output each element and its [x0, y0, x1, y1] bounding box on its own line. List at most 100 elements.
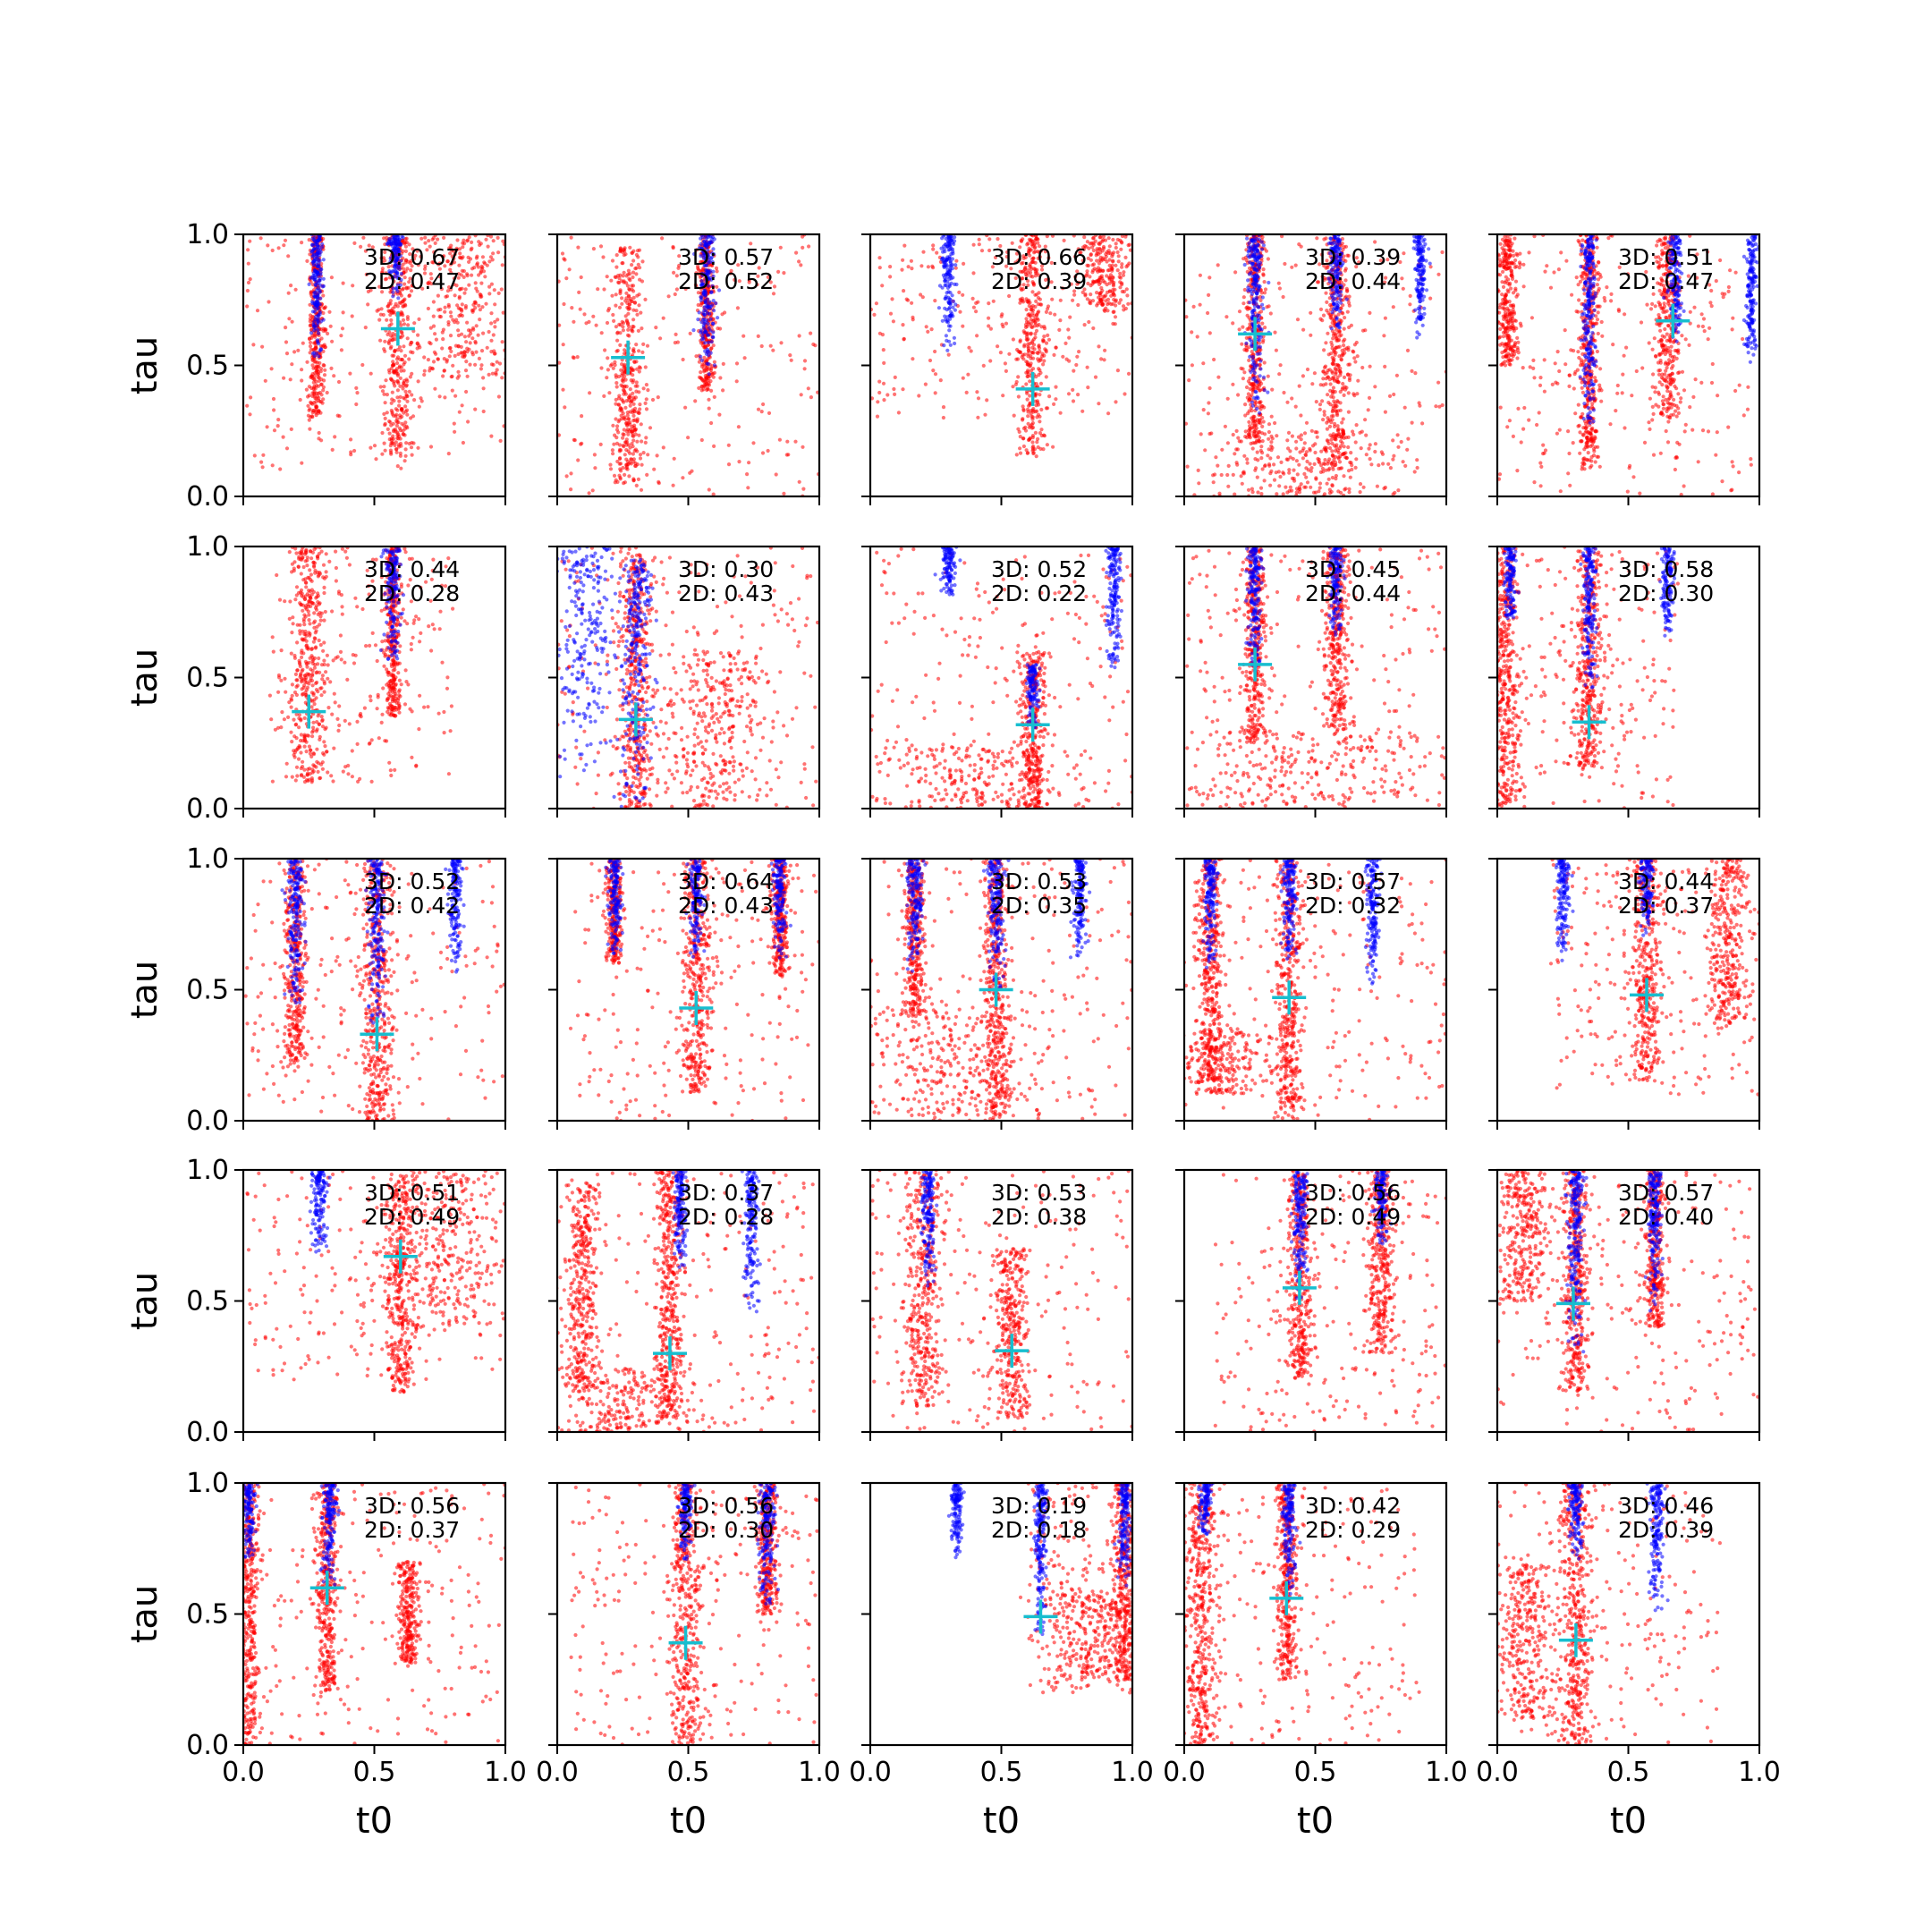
red-point [1041, 447, 1046, 452]
red-point [1095, 258, 1099, 263]
red-point [428, 244, 432, 249]
red-point [1021, 407, 1026, 411]
red-point [388, 299, 393, 303]
blue-point [709, 255, 714, 259]
red-point [1396, 445, 1401, 449]
blue-point [311, 274, 316, 278]
blue-point [392, 254, 396, 258]
red-point [310, 363, 315, 368]
red-point [1023, 425, 1028, 429]
red-point [631, 324, 635, 329]
annotation-line-1: 3D: 0.57 [678, 244, 774, 270]
red-point [1035, 324, 1039, 328]
red-point [249, 395, 253, 400]
blue-point [702, 321, 707, 326]
red-point [1260, 321, 1265, 326]
red-point [460, 256, 464, 260]
red-point [1233, 452, 1237, 456]
red-point [572, 319, 576, 324]
red-point [1327, 368, 1332, 372]
red-point [591, 314, 596, 318]
red-point [652, 467, 657, 471]
blue-point [948, 244, 953, 249]
blue-point [701, 282, 706, 286]
red-point [637, 303, 641, 308]
red-point [1337, 334, 1342, 338]
red-point [436, 237, 440, 242]
red-point [1233, 492, 1237, 496]
red-point [1096, 266, 1100, 270]
red-point [1023, 325, 1028, 329]
red-point [1076, 247, 1080, 251]
red-point [636, 255, 640, 259]
red-point [627, 302, 632, 307]
red-point [403, 447, 408, 452]
red-point [1234, 447, 1239, 452]
blue-point [696, 318, 700, 322]
red-point [786, 453, 791, 457]
red-point [1255, 450, 1259, 454]
red-point [1243, 429, 1248, 434]
red-point [571, 355, 575, 360]
red-point [779, 341, 784, 345]
red-point [317, 430, 321, 436]
red-point [443, 309, 447, 314]
red-point [405, 317, 410, 321]
red-point [442, 235, 446, 240]
red-point [1004, 321, 1009, 326]
red-point [1322, 348, 1326, 352]
red-point [788, 353, 792, 358]
red-point [402, 267, 406, 271]
red-point [615, 459, 620, 464]
red-point [696, 267, 701, 272]
red-point [1316, 280, 1321, 284]
red-point [417, 404, 421, 409]
blue-point [1246, 278, 1250, 283]
red-point [1018, 245, 1022, 250]
red-point [900, 267, 904, 272]
red-point [1391, 457, 1395, 462]
red-point [1373, 442, 1377, 446]
blue-point [949, 238, 953, 242]
red-point [1234, 428, 1239, 433]
red-point [337, 414, 342, 419]
red-point [1294, 446, 1299, 451]
blue-point [313, 317, 318, 322]
blue-point [312, 291, 317, 295]
blue-point [948, 274, 953, 278]
red-point [393, 443, 397, 447]
blue-point [699, 279, 704, 284]
red-point [613, 433, 617, 437]
red-point [326, 331, 330, 336]
red-point [1257, 436, 1262, 440]
red-point [809, 395, 814, 400]
red-point [1342, 326, 1346, 331]
red-point [621, 321, 626, 326]
red-point [423, 264, 428, 268]
red-point [1082, 287, 1087, 292]
red-point [1258, 448, 1263, 453]
red-point [809, 331, 813, 335]
red-point [974, 309, 979, 314]
red-point [941, 415, 945, 420]
red-point [496, 291, 501, 295]
red-point [1258, 400, 1263, 404]
red-point [1057, 327, 1062, 332]
red-point [330, 447, 335, 452]
red-point [1017, 429, 1021, 434]
red-point [1335, 400, 1340, 404]
red-point [360, 362, 365, 368]
red-point [1052, 402, 1056, 406]
red-point [623, 472, 627, 478]
red-point [1044, 341, 1049, 345]
red-point [655, 453, 659, 458]
red-point [1304, 450, 1309, 454]
red-point [793, 439, 798, 444]
red-point [1077, 350, 1081, 354]
red-point [1028, 341, 1032, 346]
red-point [396, 436, 401, 441]
red-point [1258, 298, 1263, 302]
red-point [411, 247, 415, 251]
red-point [1305, 459, 1309, 464]
red-point [622, 280, 626, 284]
